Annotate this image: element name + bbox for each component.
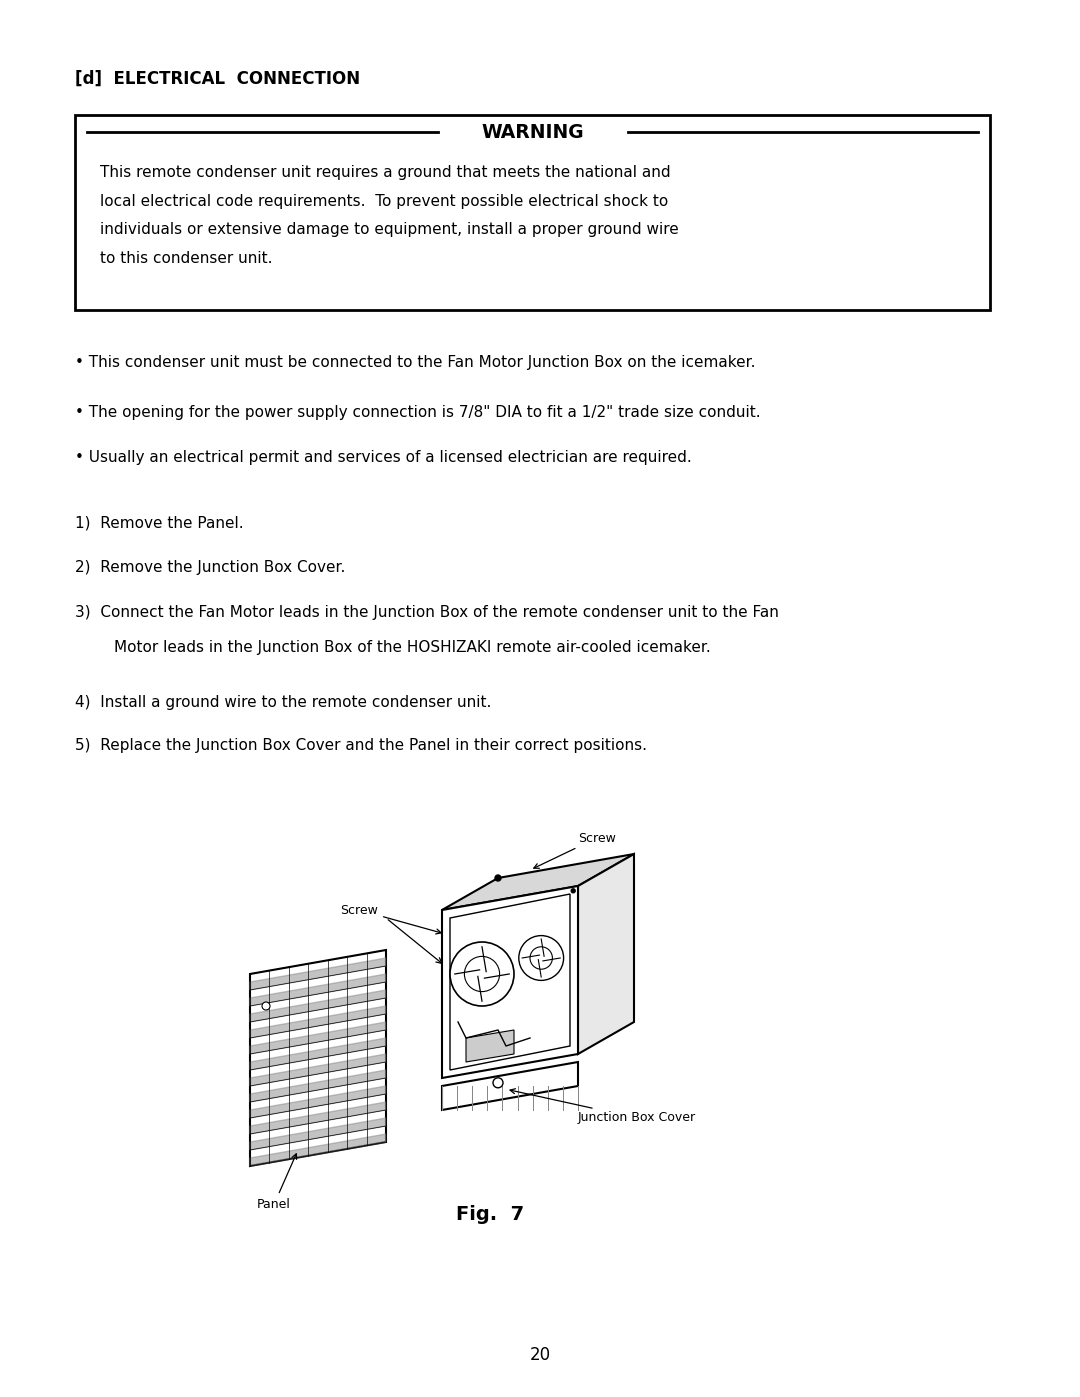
Text: 20: 20 — [529, 1345, 551, 1363]
Text: individuals or extensive damage to equipment, install a proper ground wire: individuals or extensive damage to equip… — [100, 222, 678, 237]
Text: • The opening for the power supply connection is 7/8" DIA to fit a 1/2" trade si: • The opening for the power supply conne… — [75, 405, 760, 420]
Bar — [75, 115, 990, 310]
Polygon shape — [249, 1070, 386, 1102]
Text: local electrical code requirements.  To prevent possible electrical shock to: local electrical code requirements. To p… — [100, 194, 669, 208]
Text: Junction Box Cover: Junction Box Cover — [510, 1088, 697, 1125]
Text: Screw: Screw — [340, 904, 441, 935]
Text: to this condenser unit.: to this condenser unit. — [100, 250, 272, 265]
Circle shape — [530, 947, 552, 970]
Text: • This condenser unit must be connected to the Fan Motor Junction Box on the ice: • This condenser unit must be connected … — [75, 355, 756, 370]
Polygon shape — [249, 1118, 386, 1150]
Polygon shape — [442, 854, 634, 909]
Text: 4)  Install a ground wire to the remote condenser unit.: 4) Install a ground wire to the remote c… — [75, 694, 491, 710]
Text: 3)  Connect the Fan Motor leads in the Junction Box of the remote condenser unit: 3) Connect the Fan Motor leads in the Ju… — [75, 605, 779, 620]
Circle shape — [262, 1002, 270, 1010]
Text: • Usually an electrical permit and services of a licensed electrician are requir: • Usually an electrical permit and servi… — [75, 450, 692, 465]
Circle shape — [492, 1078, 503, 1088]
Text: This remote condenser unit requires a ground that meets the national and: This remote condenser unit requires a gr… — [100, 165, 671, 180]
Circle shape — [464, 957, 500, 992]
Polygon shape — [249, 1023, 386, 1053]
Text: 5)  Replace the Junction Box Cover and the Panel in their correct positions.: 5) Replace the Junction Box Cover and th… — [75, 738, 647, 753]
Text: WARNING: WARNING — [482, 123, 584, 141]
Text: Motor leads in the Junction Box of the HOSHIZAKI remote air-cooled icemaker.: Motor leads in the Junction Box of the H… — [75, 640, 711, 655]
Polygon shape — [578, 854, 634, 1053]
Text: 1)  Remove the Panel.: 1) Remove the Panel. — [75, 515, 244, 529]
Polygon shape — [249, 1134, 386, 1166]
Circle shape — [450, 942, 514, 1006]
Circle shape — [518, 936, 564, 981]
Text: 2)  Remove the Junction Box Cover.: 2) Remove the Junction Box Cover. — [75, 560, 346, 576]
Polygon shape — [465, 1030, 514, 1062]
Polygon shape — [442, 1062, 578, 1111]
Polygon shape — [249, 974, 386, 1006]
Polygon shape — [249, 990, 386, 1023]
Polygon shape — [249, 1038, 386, 1070]
Polygon shape — [450, 894, 570, 1070]
Polygon shape — [442, 886, 578, 1078]
Text: Screw: Screw — [534, 831, 616, 869]
Text: Panel: Panel — [257, 1154, 297, 1211]
Circle shape — [495, 875, 501, 882]
Polygon shape — [249, 1102, 386, 1134]
Text: Fig.  7: Fig. 7 — [456, 1206, 524, 1225]
Text: [d]  ELECTRICAL  CONNECTION: [d] ELECTRICAL CONNECTION — [75, 70, 360, 88]
Polygon shape — [249, 950, 386, 1166]
Polygon shape — [249, 1085, 386, 1118]
Polygon shape — [249, 958, 386, 990]
Polygon shape — [249, 1006, 386, 1038]
Polygon shape — [249, 1053, 386, 1085]
Circle shape — [571, 888, 576, 893]
